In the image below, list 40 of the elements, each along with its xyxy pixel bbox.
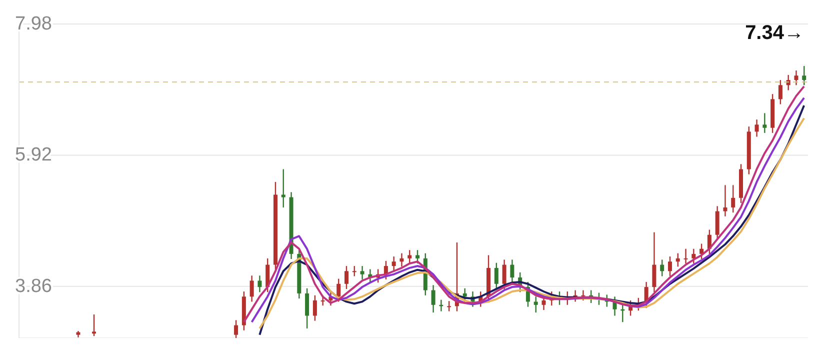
candlestick bbox=[802, 65, 806, 86]
y-tick-label: 5.92 bbox=[15, 144, 52, 166]
candlestick bbox=[281, 168, 286, 208]
candlestick bbox=[234, 320, 238, 338]
candlestick bbox=[652, 232, 656, 293]
candlestick bbox=[494, 262, 498, 290]
candlestick bbox=[305, 288, 310, 330]
candlestick bbox=[502, 259, 506, 290]
candlestick bbox=[660, 259, 664, 277]
candlestick bbox=[534, 296, 538, 314]
candlestick bbox=[258, 274, 262, 293]
candlestick bbox=[692, 248, 696, 264]
candlestick bbox=[447, 300, 452, 312]
annotation: 7.34→ bbox=[745, 22, 804, 45]
candlestick bbox=[312, 294, 317, 322]
candlestick bbox=[510, 259, 514, 284]
y-tick-label: 3.86 bbox=[15, 276, 52, 297]
candlestick bbox=[344, 265, 348, 290]
candlestick bbox=[715, 206, 720, 241]
candlestick bbox=[462, 288, 467, 302]
candlestick bbox=[352, 265, 356, 277]
candlestick bbox=[408, 250, 412, 264]
candlestick bbox=[336, 278, 341, 302]
candlestick bbox=[668, 256, 672, 277]
candlestick bbox=[778, 79, 782, 105]
candlestick bbox=[676, 252, 680, 268]
y-tick-label: 7.98 bbox=[15, 14, 52, 34]
candlestick bbox=[762, 112, 767, 134]
candlestick bbox=[431, 284, 436, 314]
candlestick bbox=[416, 250, 420, 264]
candlestick bbox=[250, 274, 254, 302]
candlestick bbox=[400, 252, 404, 268]
candlestick bbox=[723, 184, 728, 217]
candlestick bbox=[684, 248, 688, 264]
candlestick bbox=[794, 70, 798, 86]
candlestick bbox=[392, 256, 396, 272]
candlestick bbox=[360, 265, 364, 280]
candlestick bbox=[92, 314, 96, 337]
candlestick bbox=[731, 184, 736, 214]
candlestick bbox=[754, 118, 759, 138]
